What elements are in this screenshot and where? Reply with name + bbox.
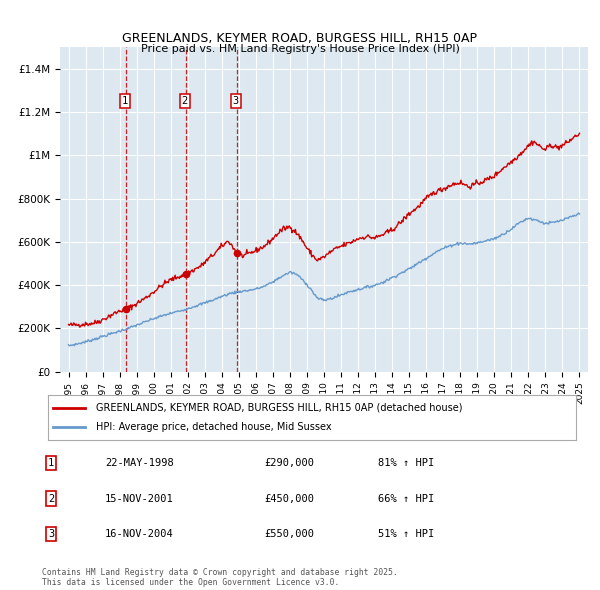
Text: Price paid vs. HM Land Registry's House Price Index (HPI): Price paid vs. HM Land Registry's House … (140, 44, 460, 54)
Text: HPI: Average price, detached house, Mid Sussex: HPI: Average price, detached house, Mid … (95, 422, 331, 432)
Text: 3: 3 (233, 96, 239, 106)
Text: 1: 1 (122, 96, 128, 106)
Text: 2: 2 (182, 96, 188, 106)
Text: Contains HM Land Registry data © Crown copyright and database right 2025.
This d: Contains HM Land Registry data © Crown c… (42, 568, 398, 587)
Text: 1: 1 (48, 458, 54, 468)
Text: 2: 2 (48, 494, 54, 503)
Text: 22-MAY-1998: 22-MAY-1998 (105, 458, 174, 468)
Text: 81% ↑ HPI: 81% ↑ HPI (378, 458, 434, 468)
Text: 66% ↑ HPI: 66% ↑ HPI (378, 494, 434, 503)
Text: GREENLANDS, KEYMER ROAD, BURGESS HILL, RH15 0AP: GREENLANDS, KEYMER ROAD, BURGESS HILL, R… (122, 32, 478, 45)
Text: 15-NOV-2001: 15-NOV-2001 (105, 494, 174, 503)
Text: 16-NOV-2004: 16-NOV-2004 (105, 529, 174, 539)
Text: £550,000: £550,000 (264, 529, 314, 539)
Text: £450,000: £450,000 (264, 494, 314, 503)
Text: GREENLANDS, KEYMER ROAD, BURGESS HILL, RH15 0AP (detached house): GREENLANDS, KEYMER ROAD, BURGESS HILL, R… (95, 403, 462, 412)
Text: 51% ↑ HPI: 51% ↑ HPI (378, 529, 434, 539)
Text: £290,000: £290,000 (264, 458, 314, 468)
Text: 3: 3 (48, 529, 54, 539)
